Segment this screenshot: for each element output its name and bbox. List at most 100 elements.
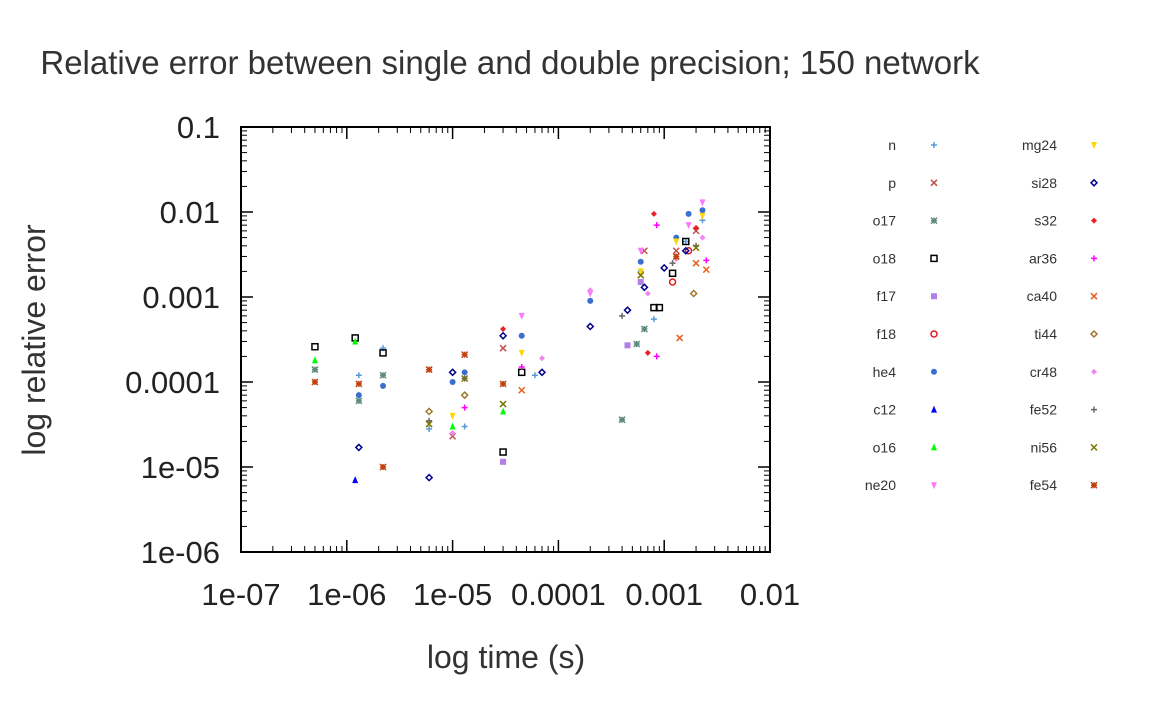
legend-item: o17 bbox=[873, 213, 938, 229]
point-p bbox=[499, 344, 507, 352]
point-n bbox=[531, 372, 538, 379]
point-s32 bbox=[500, 326, 507, 333]
point-he4 bbox=[355, 392, 362, 399]
x-tick-label: 0.001 bbox=[625, 577, 703, 612]
y-tick-label: 0.0001 bbox=[125, 365, 220, 400]
legend-marker bbox=[1091, 368, 1097, 375]
point-p bbox=[672, 247, 680, 255]
legend-label: ca40 bbox=[1027, 288, 1058, 304]
point-n bbox=[426, 425, 433, 432]
point-ar36 bbox=[703, 257, 710, 264]
point-ar36 bbox=[653, 353, 660, 360]
legend-label: o16 bbox=[873, 439, 897, 455]
data-points bbox=[311, 199, 710, 484]
point-o17 bbox=[618, 416, 626, 424]
point-o18 bbox=[682, 237, 690, 246]
point-fe54 bbox=[461, 351, 469, 359]
point-si28 bbox=[681, 246, 690, 255]
point-ni56 bbox=[425, 420, 433, 428]
legend-label: ar36 bbox=[1029, 250, 1057, 266]
legend-item: ti44 bbox=[1034, 326, 1099, 342]
point-o17 bbox=[355, 397, 363, 405]
series-n bbox=[355, 217, 706, 432]
legend-marker bbox=[931, 482, 937, 490]
series-ar36 bbox=[461, 222, 710, 411]
point-n bbox=[355, 372, 362, 379]
legend-item: ar36 bbox=[1029, 250, 1097, 266]
point-ca40 bbox=[518, 386, 526, 394]
point-si28 bbox=[640, 283, 649, 292]
point-o18 bbox=[499, 448, 507, 456]
series-si28 bbox=[354, 246, 690, 482]
point-mg24 bbox=[518, 349, 525, 357]
point-ne20 bbox=[587, 290, 594, 298]
legend-marker bbox=[930, 254, 938, 263]
x-tick-label: 1e-06 bbox=[307, 577, 386, 612]
point-he4 bbox=[685, 210, 692, 217]
point-ti44 bbox=[425, 407, 434, 416]
legend-item: f18 bbox=[877, 326, 938, 342]
series-f17 bbox=[500, 279, 644, 465]
legend-marker bbox=[1089, 329, 1099, 339]
point-f18 bbox=[668, 278, 677, 286]
legend-label: s32 bbox=[1034, 213, 1057, 229]
legend-label: n bbox=[888, 137, 896, 153]
point-fe54 bbox=[425, 366, 433, 374]
legend-label: o18 bbox=[873, 250, 897, 266]
legend-label: mg24 bbox=[1022, 137, 1057, 153]
point-ne20 bbox=[518, 312, 525, 320]
point-cr48 bbox=[539, 355, 546, 362]
legend-label: he4 bbox=[873, 364, 897, 380]
point-mg24 bbox=[637, 268, 644, 276]
legend-marker bbox=[1090, 443, 1098, 451]
legend-marker bbox=[931, 443, 937, 451]
y-axis: 0.1 0.01 0.001 0.0001 1e-05 1e-06 bbox=[125, 110, 770, 570]
point-he4 bbox=[587, 297, 594, 304]
legend-item: fe54 bbox=[1030, 477, 1098, 493]
point-fe52 bbox=[669, 260, 676, 267]
point-o16 bbox=[352, 337, 359, 345]
legend-marker bbox=[931, 405, 937, 413]
point-ti44 bbox=[460, 391, 469, 400]
point-o18 bbox=[517, 368, 526, 377]
series-f18 bbox=[668, 247, 693, 286]
series-he4 bbox=[355, 207, 706, 399]
point-ne20 bbox=[637, 247, 644, 255]
point-n bbox=[682, 238, 689, 245]
point-cr48 bbox=[699, 234, 706, 241]
legend-item: o16 bbox=[873, 439, 937, 455]
point-fe54 bbox=[499, 380, 507, 388]
legend-label: ne20 bbox=[865, 477, 896, 493]
legend-label: c12 bbox=[873, 402, 896, 418]
legend-label: fe54 bbox=[1030, 477, 1057, 493]
legend-item: o18 bbox=[873, 250, 938, 266]
point-ca40 bbox=[676, 334, 684, 342]
point-o17 bbox=[633, 340, 641, 348]
legend-label: cr48 bbox=[1030, 364, 1057, 380]
legend-label: o17 bbox=[873, 213, 897, 229]
point-ca40 bbox=[702, 266, 710, 274]
series-cr48 bbox=[449, 234, 706, 437]
point-ar36 bbox=[518, 364, 525, 371]
point-he4 bbox=[380, 382, 387, 389]
legend-marker bbox=[1091, 406, 1097, 413]
point-fe52 bbox=[619, 312, 626, 319]
y-tick-label: 1e-05 bbox=[141, 450, 220, 485]
point-fe54 bbox=[311, 378, 319, 386]
series-p bbox=[449, 227, 700, 440]
point-ni56 bbox=[461, 374, 469, 383]
legend-item: p bbox=[888, 175, 938, 191]
point-he4 bbox=[699, 207, 706, 214]
x-tick-label: 1e-07 bbox=[201, 577, 280, 612]
legend-item: si28 bbox=[1031, 175, 1099, 191]
legend-item: he4 bbox=[873, 364, 937, 380]
point-cr48 bbox=[449, 430, 456, 437]
legend-marker bbox=[930, 179, 938, 187]
legend-item: ca40 bbox=[1027, 288, 1098, 304]
point-si28 bbox=[623, 306, 632, 315]
y-tick-label: 1e-06 bbox=[141, 535, 220, 570]
legend-label: ti44 bbox=[1034, 326, 1057, 342]
legend-label: ni56 bbox=[1031, 439, 1058, 455]
point-c12 bbox=[352, 476, 359, 484]
legend-marker bbox=[1091, 217, 1097, 224]
